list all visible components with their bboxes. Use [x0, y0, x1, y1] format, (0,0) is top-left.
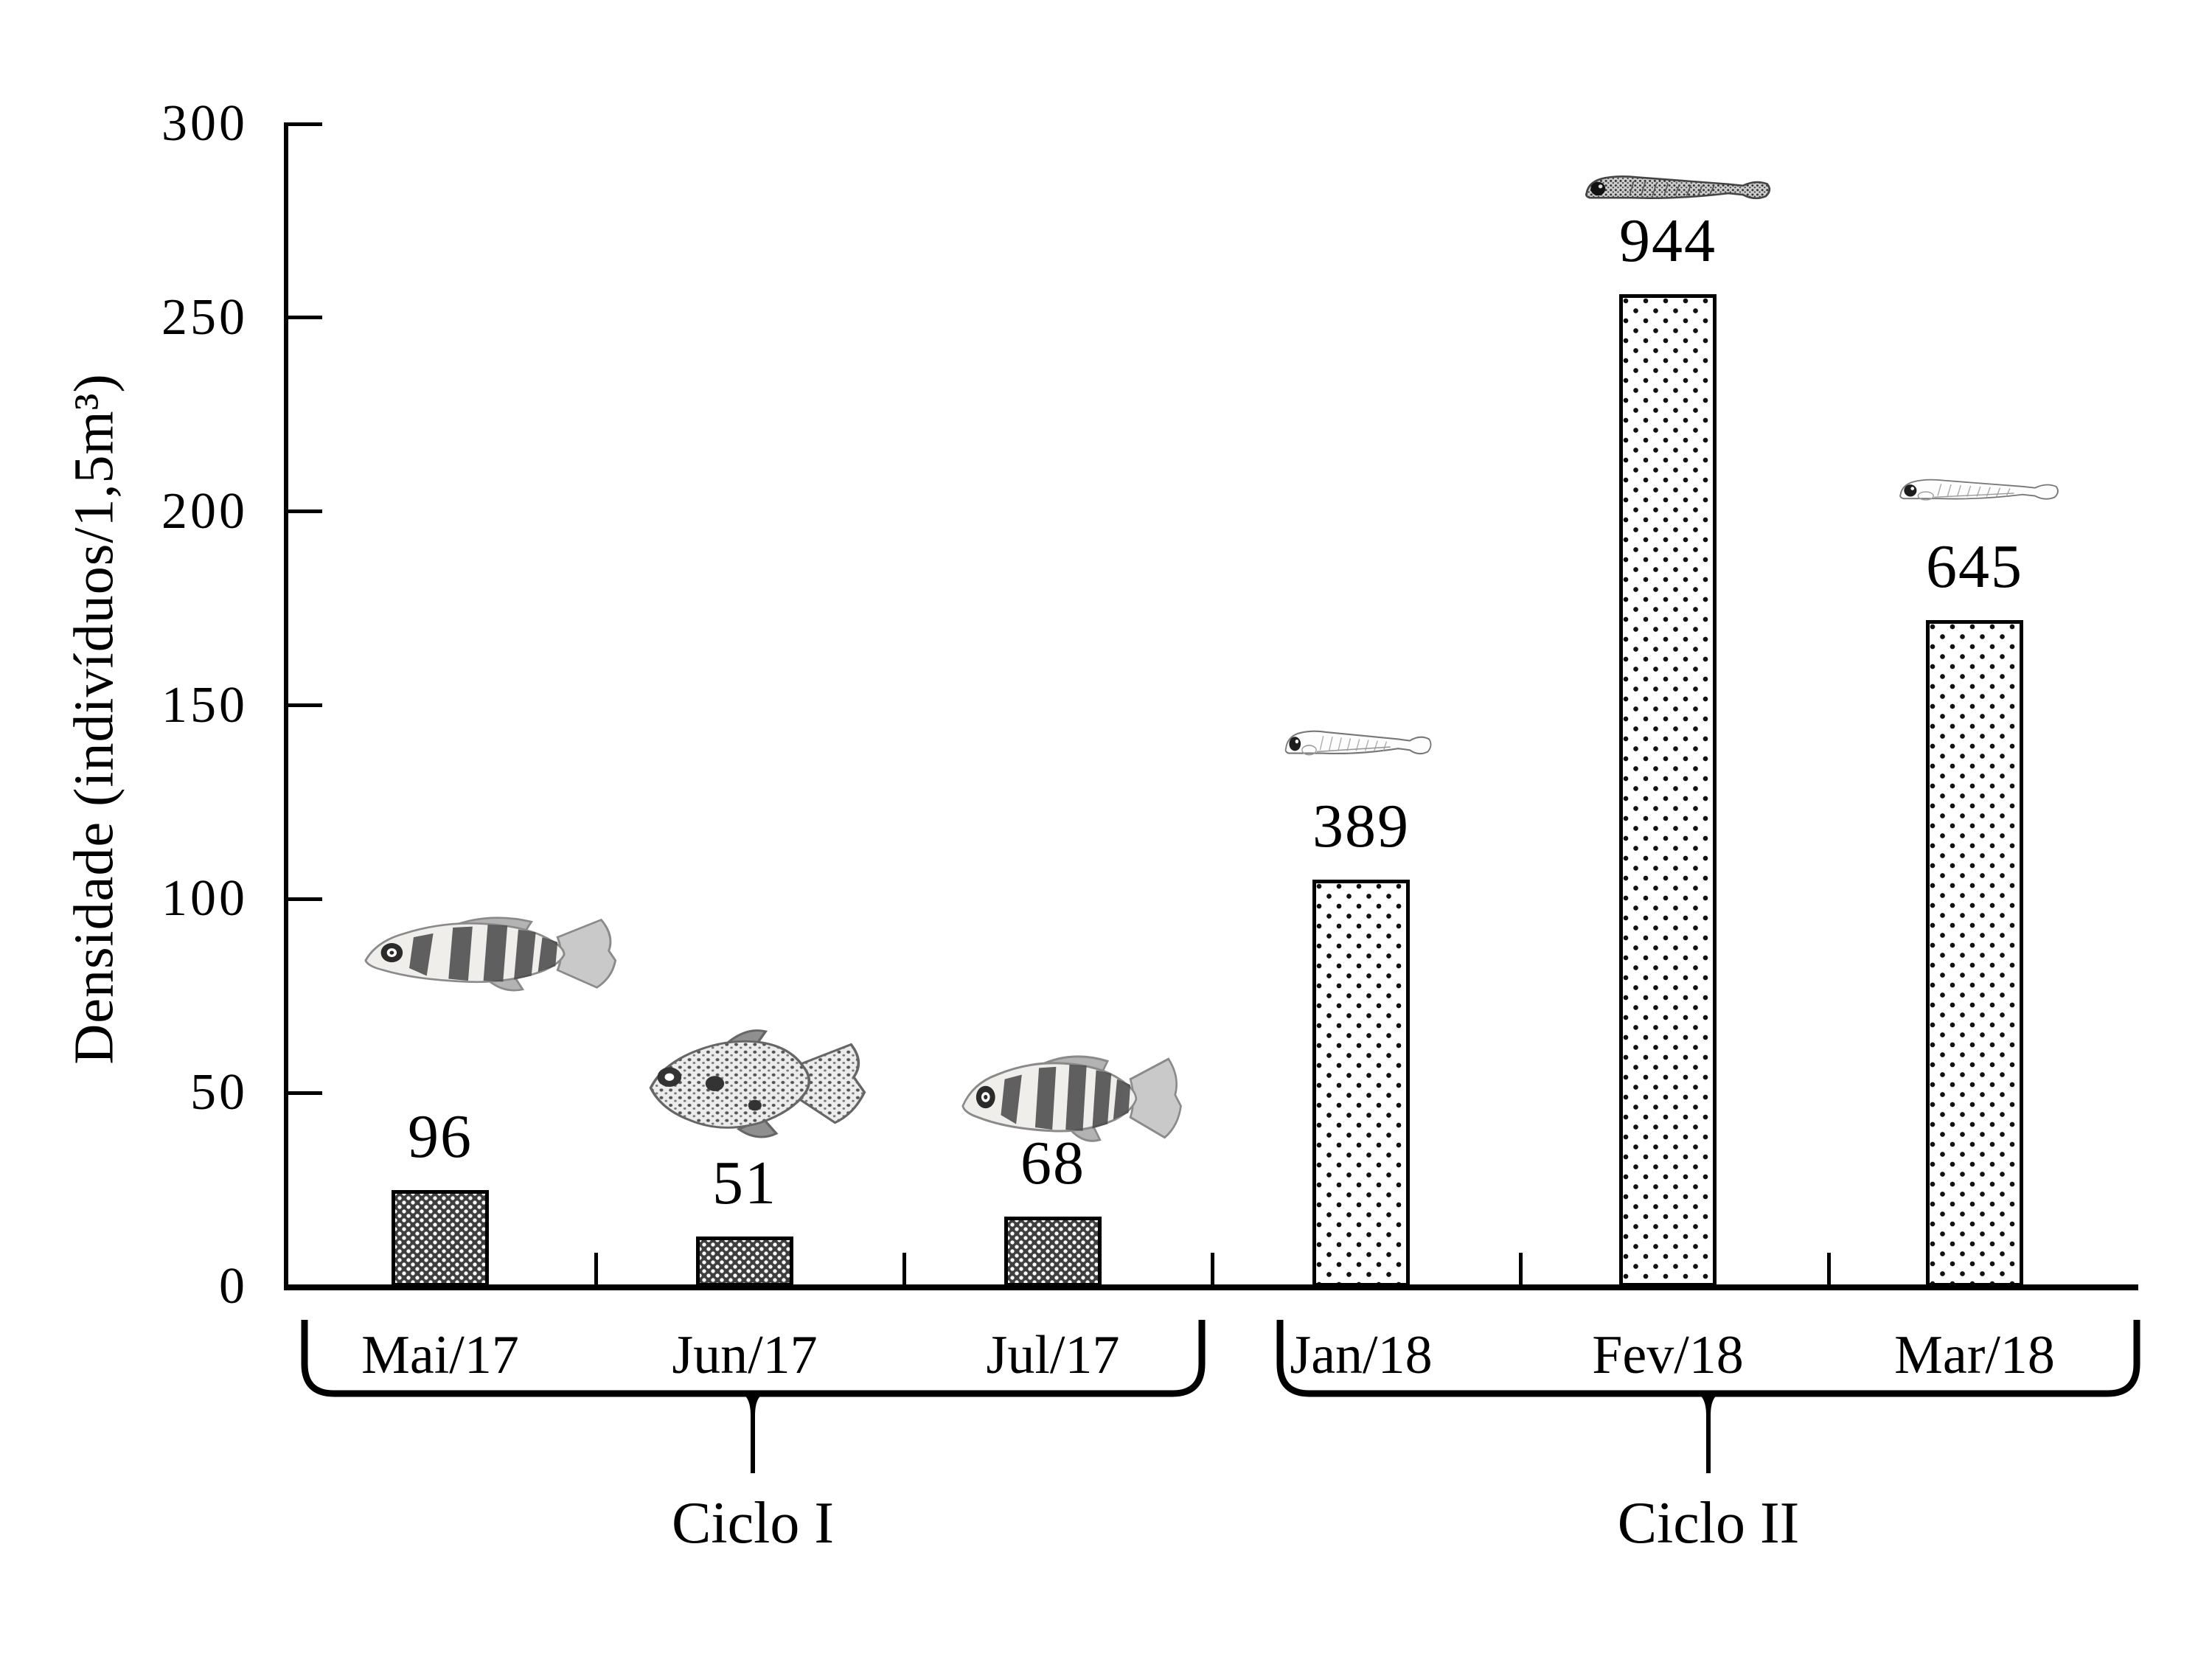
y-axis-tick [288, 316, 322, 320]
x-axis-tick [594, 1253, 598, 1287]
y-axis-tick [288, 122, 322, 126]
bar-value-label: 944 [1619, 206, 1717, 276]
x-axis-category-label: Mar/18 [1894, 1325, 2055, 1385]
bar-mar-18 [1926, 619, 2023, 1287]
bar-value-label: 645 [1926, 532, 2023, 601]
fish-larva-icon [1284, 730, 1432, 756]
y-axis-tick-label: 50 [190, 1064, 248, 1121]
bar-jul-17 [1004, 1217, 1102, 1287]
ciclo-1-brace [301, 1320, 1206, 1473]
y-axis-tick [288, 703, 322, 707]
bar-value-label: 389 [1312, 792, 1410, 861]
x-axis-category-label: Jun/17 [672, 1325, 818, 1385]
x-axis-category-label: Fev/18 [1592, 1325, 1744, 1385]
fish-larva-icon [1899, 479, 2059, 501]
y-axis-tick [288, 897, 322, 901]
group-label-ciclo-1: Ciclo I [672, 1491, 834, 1556]
fish-larva-dark-icon [1585, 175, 1771, 200]
x-axis-category-label: Jan/18 [1290, 1325, 1433, 1385]
ciclo-2-brace [1276, 1320, 2140, 1473]
group-label-ciclo-2: Ciclo II [1617, 1491, 1800, 1556]
bar-fev-18 [1619, 294, 1717, 1287]
y-axis-tick-label: 0 [219, 1258, 248, 1315]
x-axis-tick [1518, 1253, 1523, 1287]
y-axis-tick [288, 509, 322, 514]
bar-jun-17 [696, 1236, 793, 1287]
y-axis-tick-label: 300 [161, 95, 248, 152]
striped-juvenile-fish-icon [961, 1055, 1183, 1142]
spotted-juvenile-fish-icon [649, 1029, 866, 1138]
bar-mai-17 [392, 1189, 489, 1287]
y-axis-tick [288, 1091, 322, 1095]
y-axis-line [284, 122, 288, 1290]
bar-value-label: 68 [1020, 1129, 1085, 1198]
bar-value-label: 96 [408, 1102, 473, 1171]
y-axis-tick-label: 250 [161, 288, 248, 346]
x-axis-line [284, 1284, 2138, 1290]
y-axis-tick-label: 200 [161, 482, 248, 540]
y-axis-tick-label: 150 [161, 676, 248, 734]
x-axis-category-label: Jul/17 [986, 1325, 1120, 1385]
bar-jan-18 [1312, 880, 1410, 1287]
x-axis-tick [1210, 1253, 1214, 1287]
x-axis-tick [1826, 1253, 1831, 1287]
y-axis-tick-label: 100 [161, 870, 248, 928]
x-axis-category-label: Mai/17 [361, 1325, 519, 1385]
bar-value-label: 51 [712, 1148, 777, 1217]
striped-juvenile-fish-icon [364, 917, 617, 992]
x-axis-tick [902, 1253, 906, 1287]
